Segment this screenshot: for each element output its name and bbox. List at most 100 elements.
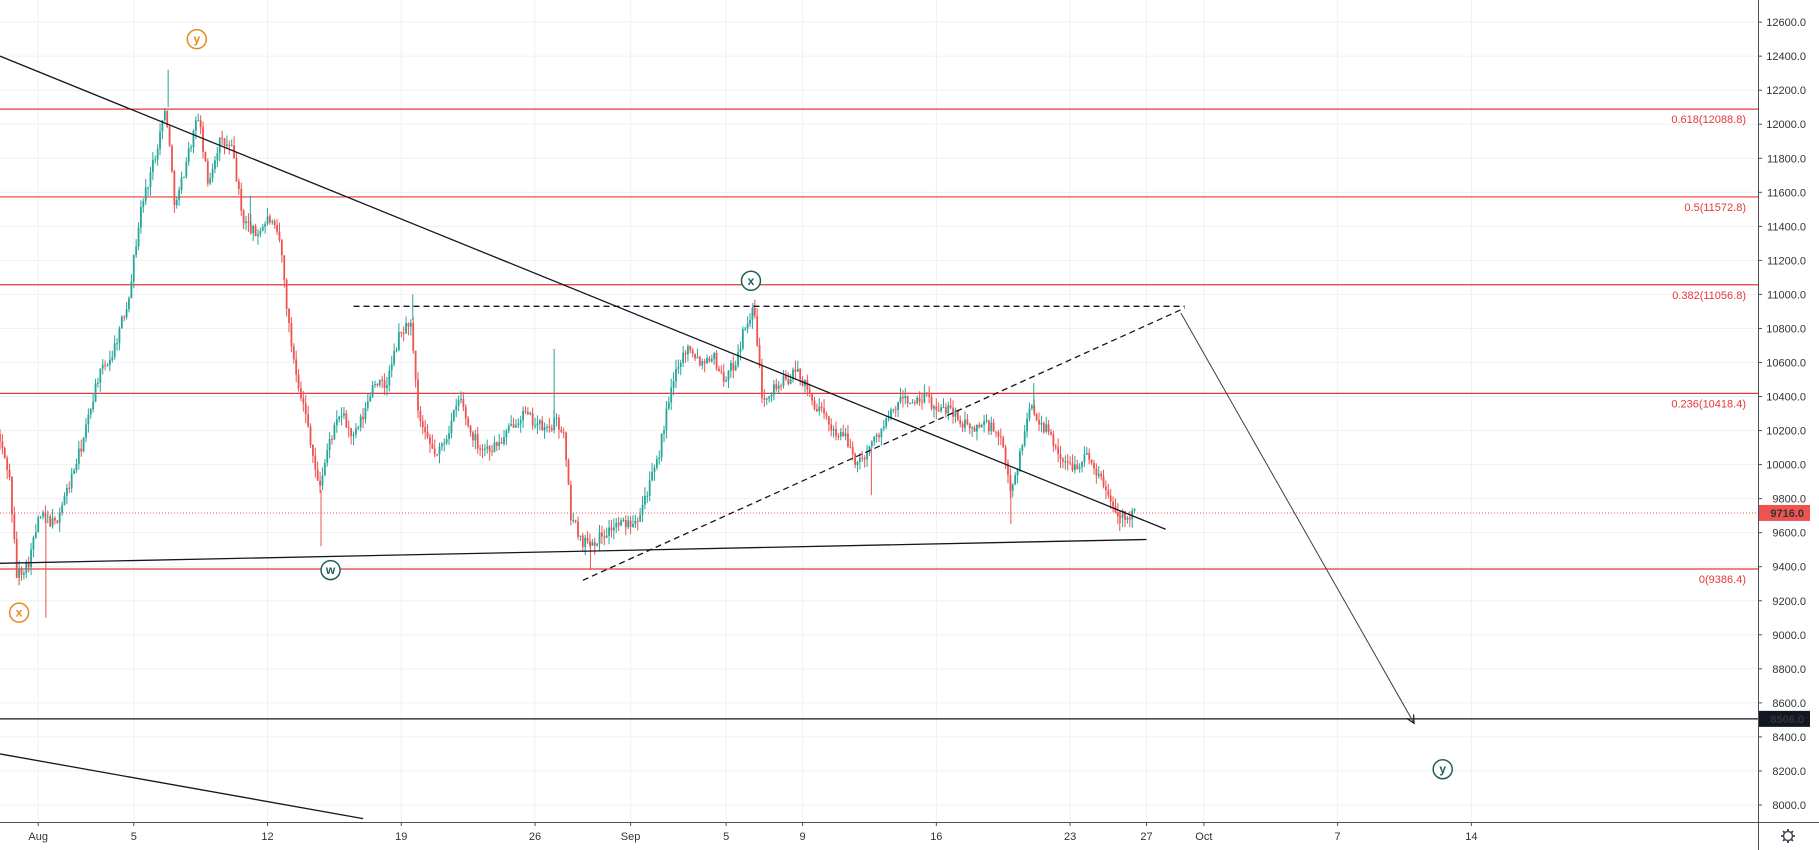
price-tick-label: 8600.0 xyxy=(1772,698,1806,710)
candle-body xyxy=(510,424,513,426)
candle-body xyxy=(166,110,169,127)
candle-body xyxy=(371,385,374,397)
candle-body xyxy=(730,362,732,371)
price-tick-label: 12000.0 xyxy=(1766,119,1806,131)
wave-label-y[interactable]: y xyxy=(1432,758,1453,780)
price-tick-label: 11400.0 xyxy=(1767,221,1806,233)
candle-body xyxy=(338,416,341,420)
candle-body xyxy=(402,332,405,334)
candle-body xyxy=(132,255,135,282)
candle-body xyxy=(321,475,324,486)
candle-body xyxy=(913,402,916,404)
candle-body xyxy=(3,447,6,459)
candle-body xyxy=(971,427,974,429)
candle-body xyxy=(431,443,434,449)
candle-body xyxy=(187,148,190,163)
candle-body xyxy=(636,520,639,522)
candle-body xyxy=(1059,453,1062,460)
price-tick-label: 8200.0 xyxy=(1772,766,1806,778)
candle-body xyxy=(983,421,985,425)
candle-body xyxy=(326,450,329,463)
candle-body xyxy=(548,426,551,429)
candle-body xyxy=(608,527,610,536)
time-tick-label: Oct xyxy=(1195,831,1212,843)
trendlines[interactable] xyxy=(0,55,1758,820)
candle-body xyxy=(395,349,398,352)
candle-body xyxy=(343,413,345,416)
candle-body xyxy=(682,352,685,363)
candle-body xyxy=(448,433,450,440)
candle-body xyxy=(1004,447,1007,463)
fibonacci-retracement[interactable]: 0(9386.4) 0.236(10418.4) 0.382(11056.8) 0.5… xyxy=(0,108,1758,586)
wave-label-y[interactable]: y xyxy=(186,28,208,50)
candle-body xyxy=(1042,423,1045,432)
candle-body xyxy=(701,361,704,366)
candle-body xyxy=(780,385,782,387)
candle-body xyxy=(737,351,739,366)
candle-body xyxy=(440,444,443,447)
candle-body xyxy=(309,426,312,445)
fib-level-label: 0.236(10418.4) xyxy=(1671,398,1746,410)
candle-body xyxy=(901,396,904,399)
candle-body xyxy=(880,428,883,438)
candle-body xyxy=(916,397,919,404)
candle-body xyxy=(1095,468,1098,476)
wave-label-w[interactable]: w xyxy=(320,559,341,581)
wave-label-x[interactable]: x xyxy=(8,602,30,623)
grid xyxy=(0,0,1758,822)
candle-body xyxy=(61,505,64,513)
candle-body xyxy=(1121,510,1124,518)
candle-body xyxy=(863,457,866,460)
candle-body xyxy=(1026,418,1028,432)
candle-body xyxy=(378,379,381,386)
candle-body xyxy=(713,352,716,360)
candle-body xyxy=(125,309,128,318)
wave-labels[interactable]: x y w x y xyxy=(8,28,1453,780)
candle-body xyxy=(369,396,372,402)
candle-body xyxy=(1085,453,1088,455)
candle-body xyxy=(1100,473,1103,477)
candle-body xyxy=(1112,501,1114,507)
candle-body xyxy=(1033,405,1036,415)
candle-body xyxy=(634,520,637,525)
candle-body xyxy=(366,401,369,408)
price-tick-label: 12400.0 xyxy=(1766,51,1806,63)
candle-body xyxy=(6,458,9,470)
candle-body xyxy=(15,539,18,578)
candle-body xyxy=(584,537,587,548)
candle-body xyxy=(495,442,498,446)
candle-body xyxy=(727,370,730,381)
candle-body xyxy=(500,442,503,444)
candle-body xyxy=(644,495,646,505)
candle-body xyxy=(1093,462,1095,469)
candle-body xyxy=(985,420,988,422)
candle-body xyxy=(562,432,565,434)
price-tick-label: 11000.0 xyxy=(1767,289,1806,301)
wave-label-text: y xyxy=(1439,762,1446,776)
candle-body xyxy=(42,512,44,517)
candle-body xyxy=(280,240,283,256)
gear-icon[interactable] xyxy=(1781,829,1795,843)
candle-body xyxy=(765,398,768,400)
wave-label-text: x xyxy=(748,274,755,288)
candle-body xyxy=(128,298,130,310)
price-tick-label: 8000.0 xyxy=(1772,800,1806,812)
candle-body xyxy=(980,424,983,428)
candle-body xyxy=(245,221,247,224)
candle-body xyxy=(569,484,572,521)
candle-body xyxy=(292,346,295,360)
candle-body xyxy=(698,356,701,366)
candle-body xyxy=(409,322,412,327)
candle-body xyxy=(947,405,950,414)
candle-body xyxy=(870,441,873,447)
candle-body xyxy=(885,418,888,427)
candle-body xyxy=(868,446,871,453)
candle-body xyxy=(708,358,711,362)
candle-body xyxy=(538,420,541,424)
current-price-badge-box xyxy=(1759,504,1810,521)
candle-body xyxy=(491,451,493,453)
candle-body xyxy=(966,419,969,424)
candle-body xyxy=(142,201,145,208)
wave-label-x[interactable]: x xyxy=(740,270,762,292)
